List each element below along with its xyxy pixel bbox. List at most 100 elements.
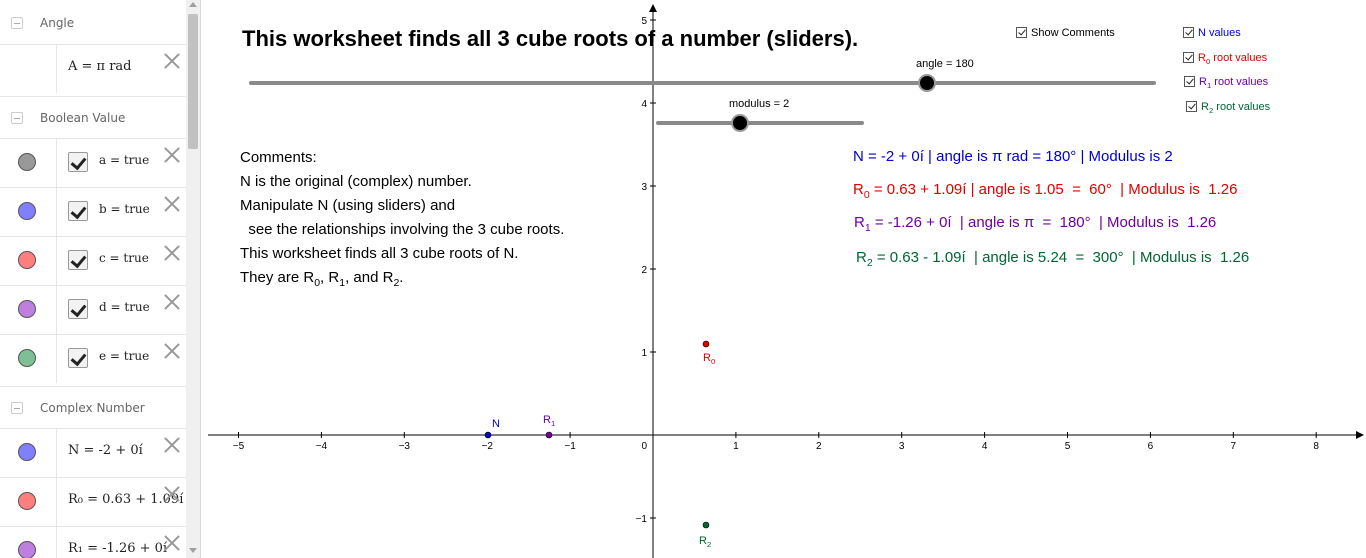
point-R0[interactable] [702,340,710,348]
algebra-item-value[interactable]: d = true [99,300,150,314]
checkbox-icon[interactable] [1183,52,1194,63]
comments-line: N is the original (complex) number. [240,173,472,190]
algebra-item-value[interactable]: c = true [99,251,149,265]
coordinate-axes: −5 −4 −3 −2 −1 0 1 2 3 4 5 6 7 8 5 4 3 2 1 −1 [208,4,1364,558]
delete-icon[interactable] [164,294,180,310]
checkbox-icon[interactable] [1186,101,1197,112]
delete-icon[interactable] [164,147,180,163]
x-tick-label: −1 [564,441,576,452]
point-label-R2: R2 [699,535,712,550]
x-tick-label: 7 [1231,441,1237,452]
point-N[interactable] [484,431,492,439]
delete-icon[interactable] [164,535,180,551]
algebra-item-value[interactable]: R₁ = -1.26 + 0í [68,541,168,556]
x-tick-label: −4 [316,441,328,452]
algebra-item-R1[interactable]: R₁ = -1.26 + 0í [0,526,186,558]
collapse-icon[interactable] [11,112,23,124]
visibility-marble-icon[interactable] [18,300,36,318]
x-tick-label: −3 [399,441,411,452]
point-label-R0: R0 [703,352,716,367]
algebra-item-boolean-d[interactable]: d = true [0,285,186,334]
checkbox-icon[interactable] [1183,27,1194,38]
delete-icon[interactable] [164,437,180,453]
visibility-marble-icon[interactable] [18,541,36,558]
algebra-item-value[interactable]: R₀ = 0.63 + 1.09í [68,492,184,507]
info-R1: R1 = -1.26 + 0í | angle is π = 180° | Mo… [854,214,1217,234]
algebra-item-boolean-c[interactable]: c = true [0,236,186,285]
point-R1[interactable] [545,431,553,439]
checkbox-icon[interactable] [68,299,88,319]
visibility-marble-icon[interactable] [18,492,36,510]
delete-icon[interactable] [164,486,180,502]
delete-icon[interactable] [164,245,180,261]
point-label-N: N [492,418,500,430]
category-label: Angle [40,16,75,30]
algebra-item-value[interactable]: N = -2 + 0í [68,443,143,458]
checkbox-r1-values[interactable]: R1 root values [1184,76,1268,90]
scroll-up-arrow-icon[interactable] [189,2,197,7]
category-label: Complex Number [40,401,145,415]
visibility-marble-icon[interactable] [18,153,36,171]
checkbox-icon[interactable] [68,152,88,172]
comments-line: This worksheet finds all 3 cube roots of… [240,245,519,262]
algebra-item-R0[interactable]: R₀ = 0.63 + 1.09í [0,477,186,526]
modulus-slider-handle[interactable] [731,114,749,132]
checkbox-icon[interactable] [1016,27,1027,38]
collapse-icon[interactable] [11,17,23,29]
algebra-item-N[interactable]: N = -2 + 0í [0,428,186,477]
comments-line: see the relationships involving the 3 cu… [240,221,565,238]
angle-slider-handle[interactable] [918,74,936,92]
checkbox-icon[interactable] [68,201,88,221]
algebra-item-value[interactable]: a = true [99,153,150,167]
y-axis-arrow-icon [649,4,657,12]
worksheet-title: This worksheet finds all 3 cube roots of… [242,26,859,51]
x-tick-label: −5 [233,441,245,452]
info-N: N = -2 + 0í | angle is π rad = 180° | Mo… [853,148,1173,165]
y-tick-label: 1 [641,348,647,359]
checkbox-icon[interactable] [68,348,88,368]
algebra-item-value[interactable]: A = π rad [68,59,132,74]
visibility-marble-icon[interactable] [18,202,36,220]
visibility-marble-icon[interactable] [18,443,36,461]
algebra-item-value[interactable]: e = true [99,349,150,363]
graphics-view[interactable]: −5 −4 −3 −2 −1 0 1 2 3 4 5 6 7 8 5 4 3 2 1 −1 This workshe… [201,0,1366,558]
x-tick-label: 2 [816,441,822,452]
scroll-down-arrow-icon[interactable] [189,548,197,553]
comments-heading: Comments: [240,149,317,166]
algebra-view: Angle A = π rad Boolean Value a = true b… [0,0,201,558]
checkbox-r2-values[interactable]: R2 root values [1186,101,1270,115]
algebra-item-boolean-b[interactable]: b = true [0,187,186,236]
checkbox-r0-values[interactable]: R0 root values [1183,52,1267,66]
comments-text: Comments: N is the original (complex) nu… [240,146,564,295]
checkbox-icon[interactable] [1184,76,1195,87]
point-R2[interactable] [702,521,710,529]
category-boolean[interactable]: Boolean Value [0,96,186,141]
comments-line: Manipulate N (using sliders) and [240,197,456,214]
x-tick-label: 3 [899,441,905,452]
algebra-item-angle[interactable]: A = π rad [0,44,186,93]
checkbox-n-values[interactable]: N values [1183,27,1241,39]
category-complex[interactable]: Complex Number [0,386,186,431]
y-tick-label: −1 [636,514,648,525]
algebra-item-boolean-e[interactable]: e = true [0,334,186,383]
checkbox-show-comments[interactable]: Show Comments [1016,27,1115,39]
delete-icon[interactable] [164,343,180,359]
comments-line: They are R0, R1, and R2. [240,269,404,289]
point-label-R1: R1 [543,414,556,429]
info-R2: R2 = 0.63 - 1.09í | angle is 5.24 = 300°… [856,249,1250,269]
delete-icon[interactable] [164,196,180,212]
scrollbar-thumb[interactable] [188,14,198,149]
category-angle[interactable]: Angle [0,2,186,46]
y-tick-label: 4 [641,99,647,110]
angle-slider-label: angle = 180 [916,58,974,70]
delete-icon[interactable] [164,53,180,69]
x-tick-label: 5 [1065,441,1071,452]
y-tick-label: 3 [641,182,647,193]
collapse-icon[interactable] [11,402,23,414]
checkbox-icon[interactable] [68,250,88,270]
x-tick-label: 1 [733,441,739,452]
visibility-marble-icon[interactable] [18,349,36,367]
algebra-item-boolean-a[interactable]: a = true [0,138,186,187]
algebra-item-value[interactable]: b = true [99,202,150,216]
visibility-marble-icon[interactable] [18,251,36,269]
